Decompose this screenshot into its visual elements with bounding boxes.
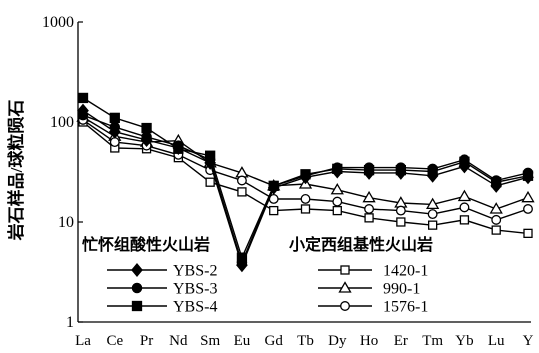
data-point-YBS-4-Yb: [459, 156, 470, 167]
data-point-1576-1-Ce: [109, 137, 120, 148]
data-point-990-1-Yb: [457, 189, 472, 202]
series-1576-1: [78, 114, 533, 225]
data-point-1576-1-Ho: [364, 204, 375, 214]
data-point-1576-1-Tb: [300, 194, 311, 204]
data-point-1420-1-Gd: [269, 205, 279, 216]
legend-marker-990-1: [338, 281, 352, 293]
x-tick-label: Ce: [106, 333, 123, 349]
legend-entry-1576-1: 1576-1: [318, 299, 428, 316]
data-point-YBS-4-Gd: [268, 180, 279, 191]
x-tick-label: Nd: [169, 333, 188, 349]
legend-entry-YBS-4: YBS-4: [107, 299, 217, 316]
data-point-1420-1-Tm: [427, 220, 438, 230]
data-point-990-1-Y: [521, 190, 535, 203]
data-point-YBS-3-Ce: [109, 121, 121, 133]
x-tick-label: Pr: [140, 333, 153, 349]
data-point-YBS-4-Dy: [332, 163, 343, 175]
x-tick-label: Dy: [328, 333, 347, 349]
data-point-1420-1-Tb: [300, 204, 311, 214]
data-point-YBS-4-Tb: [300, 169, 311, 180]
data-point-990-1-Lu: [489, 202, 503, 214]
series-YBS-4: [77, 92, 534, 263]
x-tick-label: La: [75, 333, 91, 349]
legend-label: YBS-3: [173, 281, 217, 298]
data-point-1576-1-Er: [395, 205, 406, 216]
data-point-1576-1-Eu: [236, 175, 247, 186]
data-point-1420-1-Sm: [205, 177, 215, 187]
data-point-990-1-Dy: [330, 182, 344, 195]
legend-entry-YBS-2: YBS-2: [107, 263, 217, 280]
legend-label: 1420-1: [383, 263, 428, 280]
data-point-1420-1-Er: [396, 217, 406, 227]
data-point-1420-1-Dy: [332, 205, 342, 216]
x-tick-label: Lu: [488, 333, 505, 349]
x-tick-label: Yb: [455, 333, 473, 349]
legend-label: 1576-1: [383, 299, 428, 316]
legend-marker-YBS-3: [131, 282, 143, 294]
data-point-990-1-Tm: [426, 197, 440, 210]
data-point-YBS-4-La: [77, 92, 89, 104]
legend-entry-YBS-3: YBS-3: [107, 281, 217, 298]
data-point-1420-1-Yb: [459, 215, 470, 225]
legend-entry-990-1: 990-1: [318, 281, 420, 298]
data-point-1420-1-Eu: [237, 187, 247, 197]
x-tick-label: Tb: [297, 333, 314, 349]
legend-marker-1420-1: [340, 265, 350, 275]
data-point-YBS-3-Pr: [141, 131, 152, 143]
y-tick-label: 10: [58, 214, 74, 231]
legend-entry-1420-1: 1420-1: [318, 263, 428, 280]
data-point-1576-1-Tm: [427, 209, 438, 220]
x-tick-label: Eu: [234, 333, 251, 349]
data-point-1420-1-Y: [523, 228, 533, 239]
y-tick-label: 1: [66, 314, 74, 331]
legend-label: YBS-2: [173, 263, 217, 280]
data-point-990-1-Ho: [362, 190, 376, 203]
x-tick-label: Y: [523, 333, 534, 349]
data-point-YBS-4-Ce: [109, 112, 120, 124]
legend-marker-YBS-4: [131, 300, 143, 312]
data-point-1576-1-Dy: [332, 196, 343, 207]
data-point-1576-1-Y: [523, 204, 533, 214]
data-point-YBS-4-Lu: [491, 177, 502, 188]
legend-marker-1576-1: [340, 301, 350, 311]
y-tick-label: 1000: [42, 14, 74, 31]
data-point-YBS-3-La: [77, 109, 89, 121]
axes: 1 10 100 1000 La Ce Pr Nd Sm Eu Gd Tb Dy Ho Er Tm Yb Lu Y: [42, 14, 534, 349]
series-layer: [76, 92, 535, 273]
data-point-1420-1-Ho: [364, 213, 374, 223]
legend-label: YBS-4: [173, 299, 217, 316]
data-point-YBS-4-Sm: [204, 150, 216, 161]
legend-marker-YBS-2: [131, 262, 143, 278]
y-tick-label: 100: [50, 114, 74, 131]
legend-label: 990-1: [383, 281, 420, 298]
x-tick-label: Er: [394, 333, 408, 349]
y-axis-title: 岩石样品/球粒陨石: [6, 100, 26, 242]
x-tick-label: Tm: [422, 333, 443, 349]
x-tick-label: Ho: [360, 333, 378, 349]
data-point-1576-1-Yb: [459, 202, 470, 213]
data-point-YBS-4-Nd: [173, 143, 184, 154]
x-tick-label: Sm: [200, 333, 220, 349]
data-point-YBS-4-Eu: [236, 252, 248, 263]
x-tick-label: Gd: [265, 333, 284, 349]
data-point-YBS-4-Pr: [141, 122, 152, 134]
data-point-YBS-4-Ho: [363, 164, 375, 176]
data-point-YBS-4-Y: [522, 170, 534, 181]
legend-group-title: 小定西组基性火山岩: [289, 235, 433, 254]
data-point-YBS-4-Tm: [427, 166, 438, 177]
data-point-1576-1-Lu: [491, 214, 502, 225]
data-point-1420-1-Lu: [491, 225, 501, 235]
data-point-YBS-4-Er: [395, 164, 407, 176]
legend-group-title: 忙怀组酸性火山岩: [82, 235, 210, 254]
